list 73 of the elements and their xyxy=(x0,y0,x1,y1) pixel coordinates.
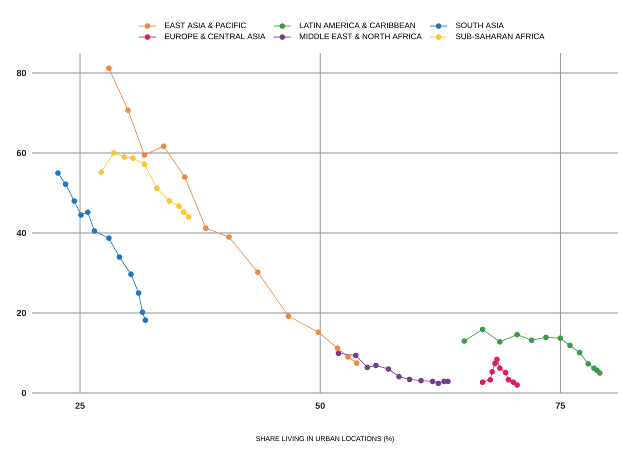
point xyxy=(436,380,442,386)
point xyxy=(576,350,582,356)
y-tick-label: 20 xyxy=(16,310,26,316)
x-tick-label: 75 xyxy=(556,402,566,409)
y-tick-label: 80 xyxy=(16,70,26,76)
point xyxy=(514,382,520,388)
point xyxy=(166,198,172,204)
point xyxy=(182,174,188,180)
point xyxy=(528,337,534,343)
point xyxy=(514,332,520,338)
point xyxy=(121,154,128,160)
point xyxy=(336,350,342,356)
x-tick-label: 25 xyxy=(75,402,85,409)
point xyxy=(510,379,516,385)
point xyxy=(62,181,68,187)
point xyxy=(180,209,187,215)
point xyxy=(226,234,232,240)
point xyxy=(176,203,182,209)
point xyxy=(396,374,402,380)
point xyxy=(418,378,424,384)
point xyxy=(352,352,359,358)
point xyxy=(558,335,564,341)
point xyxy=(373,362,379,368)
point xyxy=(386,366,392,372)
point xyxy=(487,377,494,383)
point xyxy=(98,169,104,175)
point xyxy=(315,329,322,335)
point xyxy=(55,170,61,176)
point xyxy=(140,309,146,315)
point xyxy=(506,377,512,383)
point xyxy=(585,361,592,367)
point xyxy=(567,342,573,348)
point xyxy=(480,326,486,332)
y-tick-label: 40 xyxy=(16,230,26,236)
point xyxy=(142,161,148,167)
point xyxy=(84,209,91,215)
point xyxy=(494,356,500,362)
point xyxy=(406,376,412,382)
point xyxy=(462,338,468,344)
point xyxy=(110,150,116,156)
point xyxy=(354,360,360,366)
point xyxy=(596,370,603,376)
point xyxy=(254,269,261,275)
point xyxy=(106,235,112,241)
point xyxy=(203,225,209,231)
point xyxy=(71,198,78,204)
point xyxy=(286,313,292,319)
point xyxy=(186,214,192,220)
point xyxy=(430,378,436,384)
point xyxy=(543,334,549,340)
y-tick-label: 0 xyxy=(22,390,26,396)
point xyxy=(364,364,370,370)
point xyxy=(130,155,136,161)
point xyxy=(116,254,122,260)
point xyxy=(154,185,160,191)
point xyxy=(334,345,340,351)
point xyxy=(160,143,166,149)
point xyxy=(128,271,134,277)
point xyxy=(78,212,84,218)
point xyxy=(125,107,131,113)
point xyxy=(480,379,486,385)
point xyxy=(489,369,495,375)
x-tick-label: 50 xyxy=(315,402,325,409)
point xyxy=(497,365,503,371)
point xyxy=(345,354,351,360)
point xyxy=(92,228,98,234)
point xyxy=(142,317,148,323)
point xyxy=(136,290,142,296)
point xyxy=(142,152,148,158)
y-tick-label: 60 xyxy=(16,150,26,156)
point xyxy=(502,370,508,376)
point xyxy=(497,339,503,345)
point xyxy=(106,65,112,71)
